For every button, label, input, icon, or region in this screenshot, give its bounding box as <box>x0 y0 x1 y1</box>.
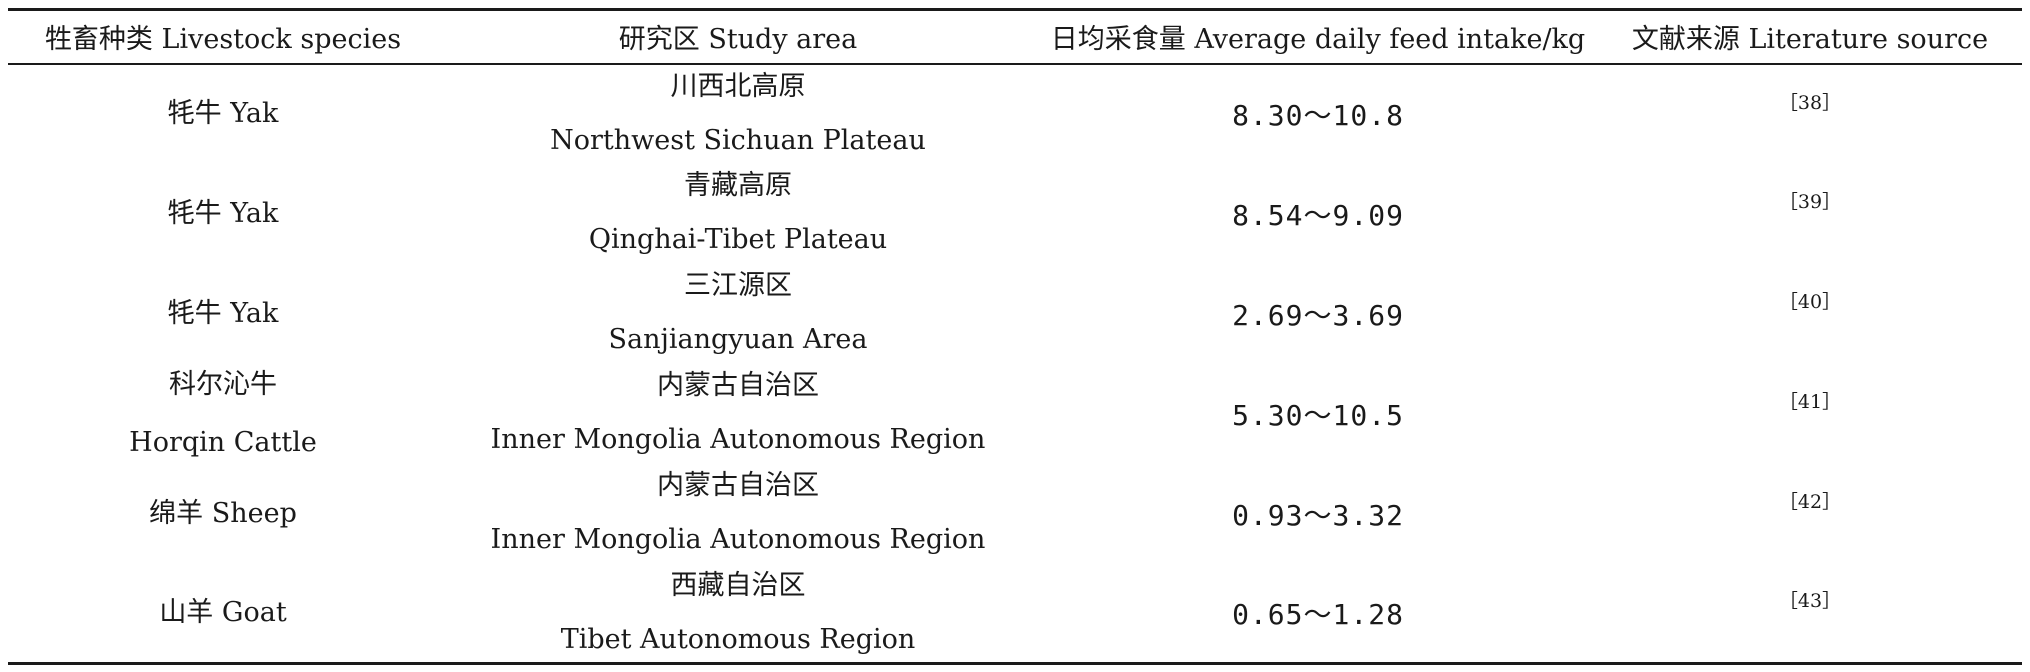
species-cell: 牦牛 Yak <box>8 64 438 164</box>
study-area-en: Inner Mongolia Autonomous Region <box>490 423 986 455</box>
study-area-cell: 西藏自治区 Tibet Autonomous Region <box>438 564 1038 664</box>
study-area-cell: 内蒙古自治区 Inner Mongolia Autonomous Region <box>438 464 1038 564</box>
species-cell: 山羊 Goat <box>8 564 438 664</box>
study-area-cell: 川西北高原 Northwest Sichuan Plateau <box>438 64 1038 164</box>
table-row: 牦牛 Yak 川西北高原 Northwest Sichuan Plateau 8… <box>8 64 2022 164</box>
species-label: 绵羊 Sheep <box>149 497 297 529</box>
study-area-cell: 三江源区 Sanjiangyuan Area <box>438 264 1038 364</box>
reference-number: ［41］ <box>1778 391 1842 413</box>
feed-intake-value: 2.69～3.69 <box>1232 298 1404 332</box>
reference-number: ［42］ <box>1778 491 1842 513</box>
reference-cell: ［41］ <box>1598 364 2022 464</box>
study-area-zh: 三江源区 <box>684 269 792 301</box>
feed-intake-table-container: 牲畜种类 Livestock species 研究区 Study area 日均… <box>8 8 2022 665</box>
table-row: 牦牛 Yak 三江源区 Sanjiangyuan Area 2.69～3.69 … <box>8 264 2022 364</box>
species-cell: 牦牛 Yak <box>8 264 438 364</box>
reference-cell: ［40］ <box>1598 264 2022 364</box>
header-daily-feed-intake: 日均采食量 Average daily feed intake/kg <box>1050 24 1586 56</box>
study-area-en: Sanjiangyuan Area <box>608 323 868 355</box>
feed-intake-value: 8.54～9.09 <box>1232 198 1404 232</box>
species-cell: 绵羊 Sheep <box>8 464 438 564</box>
study-area-en: Northwest Sichuan Plateau <box>550 124 926 156</box>
table-header-row: 牲畜种类 Livestock species 研究区 Study area 日均… <box>8 9 2022 64</box>
feed-intake-value: 5.30～10.5 <box>1232 398 1404 432</box>
study-area-zh: 川西北高原 <box>670 70 806 102</box>
species-label: 山羊 Goat <box>159 596 287 628</box>
reference-number: ［40］ <box>1778 291 1842 313</box>
table-row: 科尔沁牛 Horqin Cattle 内蒙古自治区 Inner Mongolia… <box>8 364 2022 464</box>
reference-number: ［38］ <box>1778 91 1842 114</box>
reference-cell: ［42］ <box>1598 464 2022 564</box>
species-label: 牦牛 Yak <box>167 98 279 129</box>
species-cell: 牦牛 Yak <box>8 164 438 264</box>
species-label-zh: 科尔沁牛 <box>169 368 277 400</box>
table-row: 牦牛 Yak 青藏高原 Qinghai-Tibet Plateau 8.54～9… <box>8 164 2022 264</box>
feed-intake-value: 0.93～3.32 <box>1232 498 1404 532</box>
study-area-zh: 内蒙古自治区 <box>657 469 819 501</box>
reference-cell: ［39］ <box>1598 164 2022 264</box>
reference-number: ［39］ <box>1778 191 1842 213</box>
study-area-en: Qinghai-Tibet Plateau <box>588 223 888 255</box>
study-area-zh: 西藏自治区 <box>670 569 806 601</box>
reference-number: ［43］ <box>1778 590 1842 613</box>
feed-intake-value: 8.30～10.8 <box>1232 99 1404 132</box>
study-area-cell: 内蒙古自治区 Inner Mongolia Autonomous Region <box>438 364 1038 464</box>
header-literature-source: 文献来源 Literature source <box>1631 24 1989 56</box>
study-area-en: Inner Mongolia Autonomous Region <box>490 523 986 555</box>
feed-intake-value: 0.65～1.28 <box>1232 597 1404 631</box>
header-livestock-species: 牲畜种类 Livestock species <box>44 24 402 56</box>
study-area-en: Tibet Autonomous Region <box>560 623 916 655</box>
study-area-cell: 青藏高原 Qinghai-Tibet Plateau <box>438 164 1038 264</box>
reference-cell: ［38］ <box>1598 64 2022 164</box>
header-study-area: 研究区 Study area <box>618 24 858 56</box>
feed-intake-table: 牲畜种类 Livestock species 研究区 Study area 日均… <box>8 8 2022 665</box>
study-area-zh: 内蒙古自治区 <box>657 369 819 401</box>
species-cell: 科尔沁牛 Horqin Cattle <box>8 364 438 464</box>
study-area-zh: 青藏高原 <box>684 169 792 201</box>
species-label-en: Horqin Cattle <box>129 426 317 458</box>
table-row: 山羊 Goat 西藏自治区 Tibet Autonomous Region 0.… <box>8 564 2022 664</box>
table-row: 绵羊 Sheep 内蒙古自治区 Inner Mongolia Autonomou… <box>8 464 2022 564</box>
reference-cell: ［43］ <box>1598 564 2022 664</box>
species-label: 牦牛 Yak <box>167 197 279 229</box>
species-label: 牦牛 Yak <box>167 297 279 329</box>
